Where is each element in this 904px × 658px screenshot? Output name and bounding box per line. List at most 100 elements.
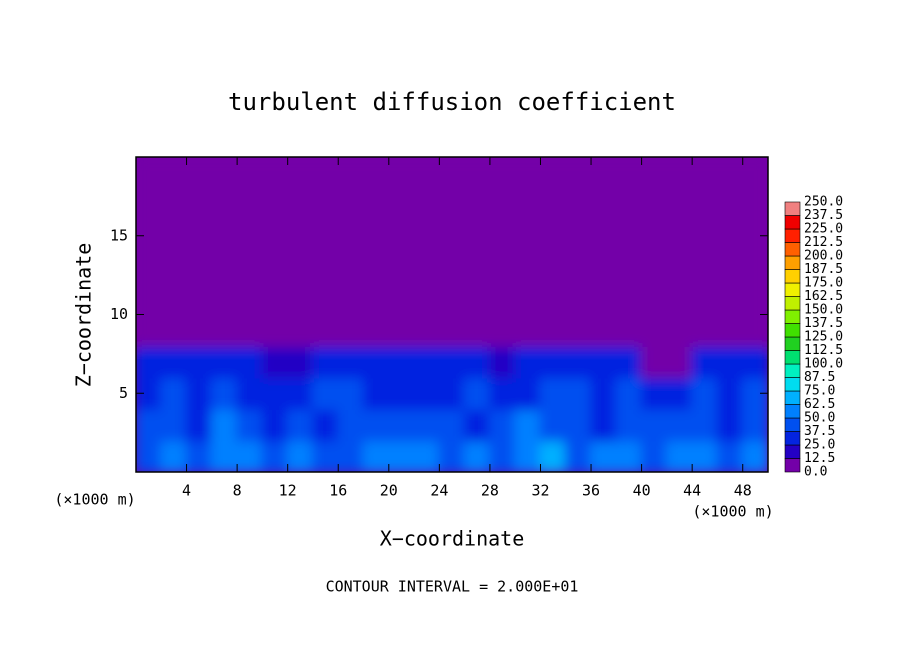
colorbar-label: 175.0 <box>804 276 843 291</box>
x-tick-label: 12 <box>279 482 297 500</box>
heatmap-cell <box>362 345 390 379</box>
y-tick-label: 10 <box>110 305 128 323</box>
heatmap-cell <box>185 408 213 442</box>
colorbar-bin <box>784 444 801 459</box>
colorbar-label: 75.0 <box>804 384 835 399</box>
x-tick-label: 16 <box>329 482 347 500</box>
heatmap-cell <box>640 408 668 442</box>
colorbar-label: 187.5 <box>804 262 843 277</box>
heatmap-cell <box>438 408 466 442</box>
heatmap-cell <box>463 157 491 190</box>
heatmap-cell <box>337 157 365 190</box>
heatmap-cell <box>185 157 213 190</box>
heatmap-cell <box>210 250 239 284</box>
colorbar-label: 212.5 <box>804 235 843 250</box>
heatmap-cell <box>413 408 441 442</box>
heatmap-cell <box>539 439 567 472</box>
heatmap-cell <box>514 282 542 316</box>
colorbar-bin <box>784 269 801 284</box>
heatmap-cell <box>261 219 289 253</box>
heatmap-cell <box>716 282 744 316</box>
heatmap-cell <box>185 282 213 316</box>
heatmap-cell <box>438 313 466 347</box>
heatmap-cell <box>438 157 466 190</box>
heatmap-cell <box>286 250 314 284</box>
heatmap-cell <box>438 439 466 472</box>
heatmap-cell <box>160 313 188 347</box>
heatmap-cell <box>438 250 466 284</box>
x-tick-label: 44 <box>683 482 701 500</box>
heatmap-cell <box>615 439 643 472</box>
heatmap-cell <box>514 219 542 253</box>
heatmap-cell <box>539 408 567 442</box>
heatmap-cell <box>590 439 618 472</box>
heatmap-cell <box>665 376 694 410</box>
heatmap-cell <box>539 157 567 190</box>
heatmap-cell <box>136 408 163 442</box>
heatmap-cell <box>387 313 416 347</box>
heatmap-cell <box>236 157 264 190</box>
heatmap-cell <box>413 282 441 316</box>
heatmap-cell <box>261 250 289 284</box>
colorbar-bin <box>784 309 801 324</box>
heatmap-cell <box>136 282 163 316</box>
heatmap-cell <box>160 250 188 284</box>
heatmap-cell <box>185 219 213 253</box>
heatmap-cell <box>387 376 416 410</box>
heatmap-cell <box>741 250 768 284</box>
x-axis-label: X−coordinate <box>380 527 525 551</box>
heatmap-cell <box>362 157 390 190</box>
heatmap-cell <box>514 408 542 442</box>
heatmap-cell <box>665 219 694 253</box>
heatmap-cell <box>160 408 188 442</box>
heatmap-cell <box>463 313 491 347</box>
heatmap-cell <box>564 439 593 472</box>
colorbar-bin <box>784 255 801 270</box>
heatmap-cell <box>716 313 744 347</box>
heatmap-cell <box>387 439 416 472</box>
heatmap-cell <box>514 376 542 410</box>
heatmap-cell <box>615 282 643 316</box>
heatmap-cell <box>539 250 567 284</box>
heatmap-cell <box>311 313 340 347</box>
heatmap-cell <box>362 282 390 316</box>
heatmap-cell <box>539 187 567 221</box>
heatmap-cell <box>160 187 188 221</box>
heatmap-cell <box>514 439 542 472</box>
heatmap-cell <box>413 313 441 347</box>
heatmap-cell <box>488 408 517 442</box>
heatmap-cell <box>615 219 643 253</box>
heatmap-cell <box>210 313 239 347</box>
heatmap-cell <box>261 408 289 442</box>
heatmap-cell <box>236 187 264 221</box>
heatmap-cell <box>413 219 441 253</box>
heatmap-cell <box>590 219 618 253</box>
heatmap-cell <box>337 187 365 221</box>
heatmap-cell <box>716 408 744 442</box>
heatmap-cells <box>136 157 768 472</box>
heatmap-cell <box>488 219 517 253</box>
x-tick-label: 4 <box>182 482 191 500</box>
heatmap-cell <box>564 187 593 221</box>
heatmap-cell <box>337 250 365 284</box>
x-tick-label: 28 <box>481 482 499 500</box>
heatmap-cell <box>311 282 340 316</box>
colorbar-label: 162.5 <box>804 289 843 304</box>
heatmap-cell <box>413 439 441 472</box>
heatmap-cell <box>716 439 744 472</box>
heatmap-cell <box>413 250 441 284</box>
heatmap-cell <box>716 250 744 284</box>
heatmap-cell <box>185 345 213 379</box>
heatmap-cell <box>615 187 643 221</box>
heatmap-cell <box>488 250 517 284</box>
heatmap-cell <box>514 187 542 221</box>
heatmap-cell <box>590 345 618 379</box>
heatmap-cell <box>261 157 289 190</box>
heatmap-cell <box>413 187 441 221</box>
heatmap-cell <box>514 345 542 379</box>
heatmap-cell <box>160 219 188 253</box>
heatmap-cell <box>413 376 441 410</box>
heatmap-cell <box>210 157 239 190</box>
heatmap-cell <box>311 345 340 379</box>
